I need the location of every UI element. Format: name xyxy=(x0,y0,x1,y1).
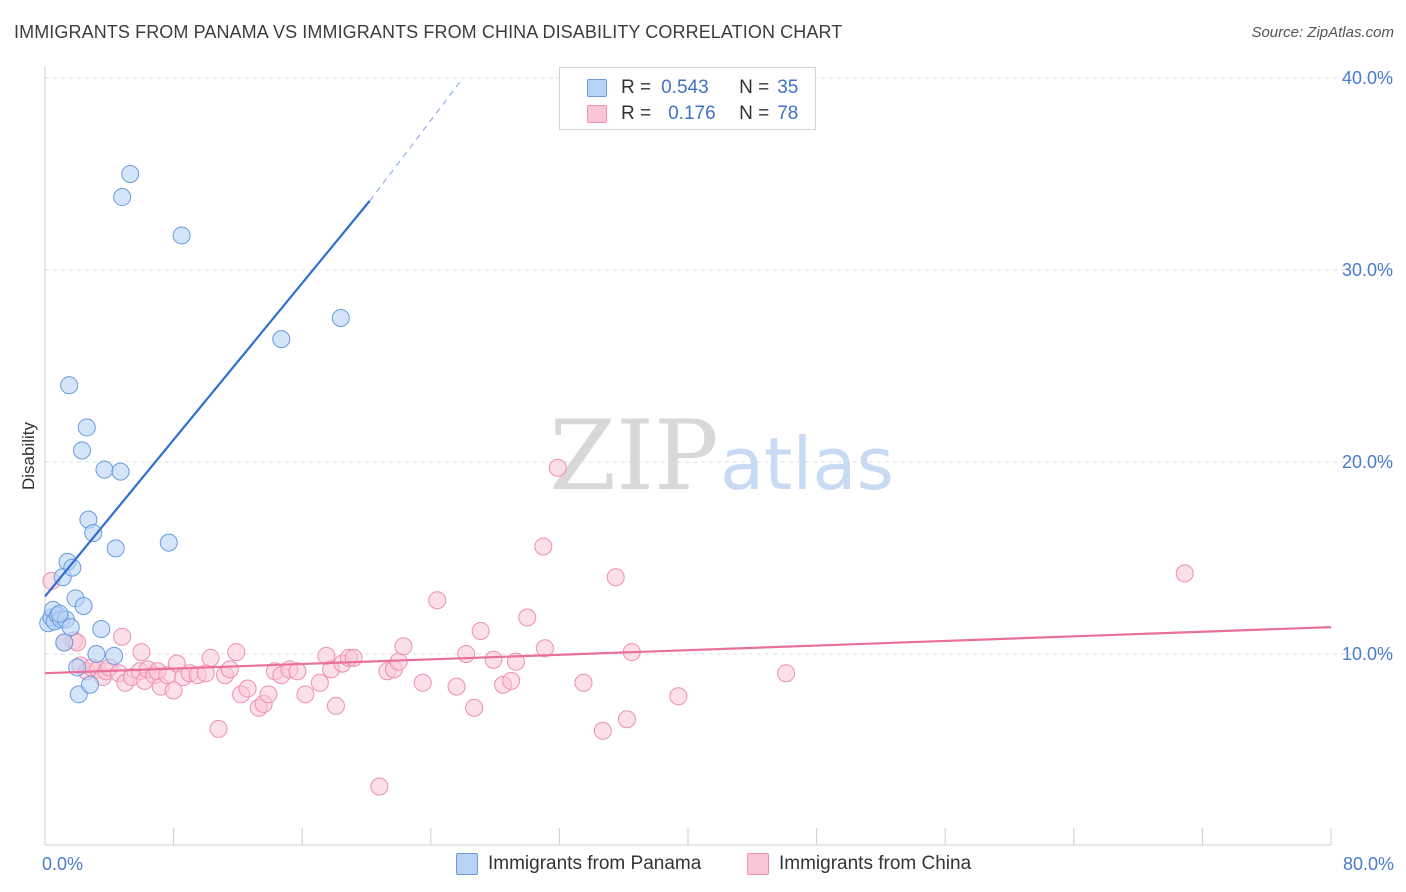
china-point xyxy=(502,671,521,690)
china-point xyxy=(534,537,553,556)
china-point xyxy=(428,591,447,610)
panama-point xyxy=(74,597,93,615)
x-tick-label-min: 0.0% xyxy=(42,854,83,874)
watermark-atlas: atlas xyxy=(720,422,894,506)
panama-point xyxy=(105,646,124,665)
china-point xyxy=(344,648,363,667)
axes xyxy=(44,66,1332,846)
china-point xyxy=(394,637,413,656)
china-point xyxy=(164,681,183,700)
panama-point xyxy=(68,658,87,677)
china-point xyxy=(201,648,220,667)
correlation-legend: R = 0.543 N = 35 R = 0.176 N = 78 xyxy=(559,67,816,130)
bottom-legend-panama: Immigrants from Panama xyxy=(456,852,701,876)
china-point xyxy=(617,710,636,729)
x-tick-label-max: 80.0% xyxy=(1343,854,1394,874)
bottom-panama-swatch xyxy=(456,853,478,875)
china-swatch xyxy=(587,105,607,123)
y-axis-label: Disability xyxy=(19,421,38,490)
panama-point xyxy=(60,376,79,395)
source-credit: Source: ZipAtlas.com xyxy=(1251,24,1394,41)
china-point xyxy=(593,721,612,740)
china-point xyxy=(296,685,315,704)
panama-point xyxy=(331,309,350,327)
panama-point xyxy=(172,226,191,245)
china-n-value: 78 xyxy=(777,103,799,124)
watermark-zip: ZIP xyxy=(549,400,718,512)
china-point xyxy=(777,664,796,683)
panama-point xyxy=(63,558,82,577)
y-tick-label-30: 30.0% xyxy=(1342,260,1393,280)
panama-point xyxy=(55,633,74,652)
panama-point xyxy=(81,675,100,694)
panama-swatch xyxy=(587,79,607,97)
panama-trend-extension xyxy=(369,77,464,202)
panama-point xyxy=(77,418,96,437)
china-point xyxy=(310,673,329,692)
tick-labels: 10.0% 20.0% 30.0% 40.0% 0.0% 80.0% xyxy=(42,68,1394,874)
panama-points xyxy=(39,165,350,704)
watermark: ZIP atlas xyxy=(549,400,894,512)
panama-point xyxy=(272,330,291,349)
china-point xyxy=(238,679,257,698)
panama-trend-line xyxy=(44,200,371,598)
panama-point xyxy=(106,539,125,558)
panama-point xyxy=(113,188,132,207)
bottom-legend-china: Immigrants from China xyxy=(747,852,971,876)
china-point xyxy=(457,645,476,663)
china-point xyxy=(484,650,503,669)
china-point xyxy=(471,621,490,640)
china-r-value: 0.176 xyxy=(668,103,716,124)
china-point xyxy=(1175,564,1194,583)
y-tick-label-40: 40.0% xyxy=(1342,68,1393,88)
china-point xyxy=(518,608,537,627)
panama-point xyxy=(92,620,111,639)
panama-point xyxy=(111,462,130,481)
china-n-label: N = xyxy=(739,103,770,124)
panama-point xyxy=(61,618,80,637)
china-point xyxy=(447,677,466,696)
panama-n-value: 35 xyxy=(777,77,799,98)
china-point xyxy=(326,696,345,715)
panama-r-value: 0.543 xyxy=(661,77,709,98)
panama-point xyxy=(121,165,140,183)
china-point xyxy=(227,643,246,662)
panama-n-label: N = xyxy=(739,77,770,98)
panama-point xyxy=(87,645,106,663)
china-r-label: R = xyxy=(621,103,652,124)
china-point xyxy=(465,698,484,717)
china-point xyxy=(113,627,132,646)
china-point xyxy=(288,662,307,681)
china-point xyxy=(535,639,554,658)
china-point xyxy=(606,568,625,587)
china-trend-line xyxy=(44,626,1332,675)
panama-point xyxy=(50,604,69,623)
bottom-panama-label: Immigrants from Panama xyxy=(488,853,702,874)
china-point xyxy=(574,673,593,692)
panama-point xyxy=(159,533,178,552)
china-point xyxy=(132,643,151,662)
gridlines xyxy=(45,77,1390,655)
y-tick-label-20: 20.0% xyxy=(1342,452,1393,472)
china-point xyxy=(370,777,389,796)
china-point xyxy=(209,719,228,738)
bottom-china-label: Immigrants from China xyxy=(779,853,972,874)
panama-point xyxy=(72,441,91,460)
china-point xyxy=(413,673,432,692)
panama-r-label: R = xyxy=(621,77,652,98)
bottom-china-swatch xyxy=(747,853,769,875)
chart-title: IMMIGRANTS FROM PANAMA VS IMMIGRANTS FRO… xyxy=(14,22,843,42)
china-point xyxy=(669,687,688,706)
y-tick-label-10: 10.0% xyxy=(1342,644,1393,664)
legend-row-panama: R = 0.543 N = 35 xyxy=(587,76,798,100)
trend-lines xyxy=(44,77,1332,675)
china-point xyxy=(220,660,239,679)
panama-point xyxy=(84,524,103,543)
china-point xyxy=(259,685,278,704)
panama-point xyxy=(95,460,114,479)
china-point xyxy=(548,458,567,477)
legend-row-china: R = 0.176 N = 78 xyxy=(587,102,798,126)
